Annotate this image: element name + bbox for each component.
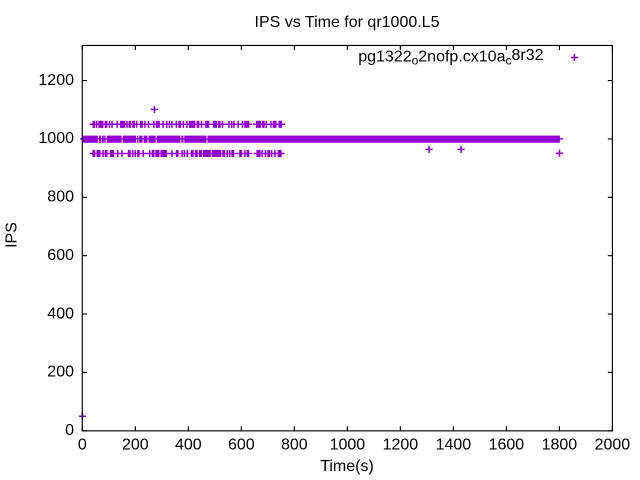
svg-text:0: 0 — [65, 422, 74, 439]
svg-text:1200: 1200 — [383, 437, 419, 454]
svg-text:IPS vs Time for qr1000.L5: IPS vs Time for qr1000.L5 — [255, 14, 440, 31]
svg-text:600: 600 — [47, 247, 74, 264]
svg-text:800: 800 — [47, 189, 74, 206]
svg-text:800: 800 — [281, 437, 308, 454]
svg-text:1000: 1000 — [330, 437, 366, 454]
svg-text:600: 600 — [228, 437, 255, 454]
svg-text:IPS: IPS — [4, 222, 21, 248]
svg-text:0: 0 — [78, 437, 87, 454]
svg-text:1400: 1400 — [436, 437, 472, 454]
svg-text:1000: 1000 — [38, 130, 74, 147]
svg-text:1600: 1600 — [489, 437, 525, 454]
svg-text:200: 200 — [122, 437, 149, 454]
svg-text:Time(s): Time(s) — [320, 458, 374, 475]
svg-text:400: 400 — [47, 305, 74, 322]
svg-text:1200: 1200 — [38, 72, 74, 89]
svg-text:400: 400 — [175, 437, 202, 454]
svg-text:1800: 1800 — [542, 437, 578, 454]
svg-text:200: 200 — [47, 364, 74, 381]
svg-text:2000: 2000 — [595, 437, 631, 454]
svg-text:pg1322o2nofp.cx10ac8r32: pg1322o2nofp.cx10ac8r32 — [358, 47, 543, 67]
